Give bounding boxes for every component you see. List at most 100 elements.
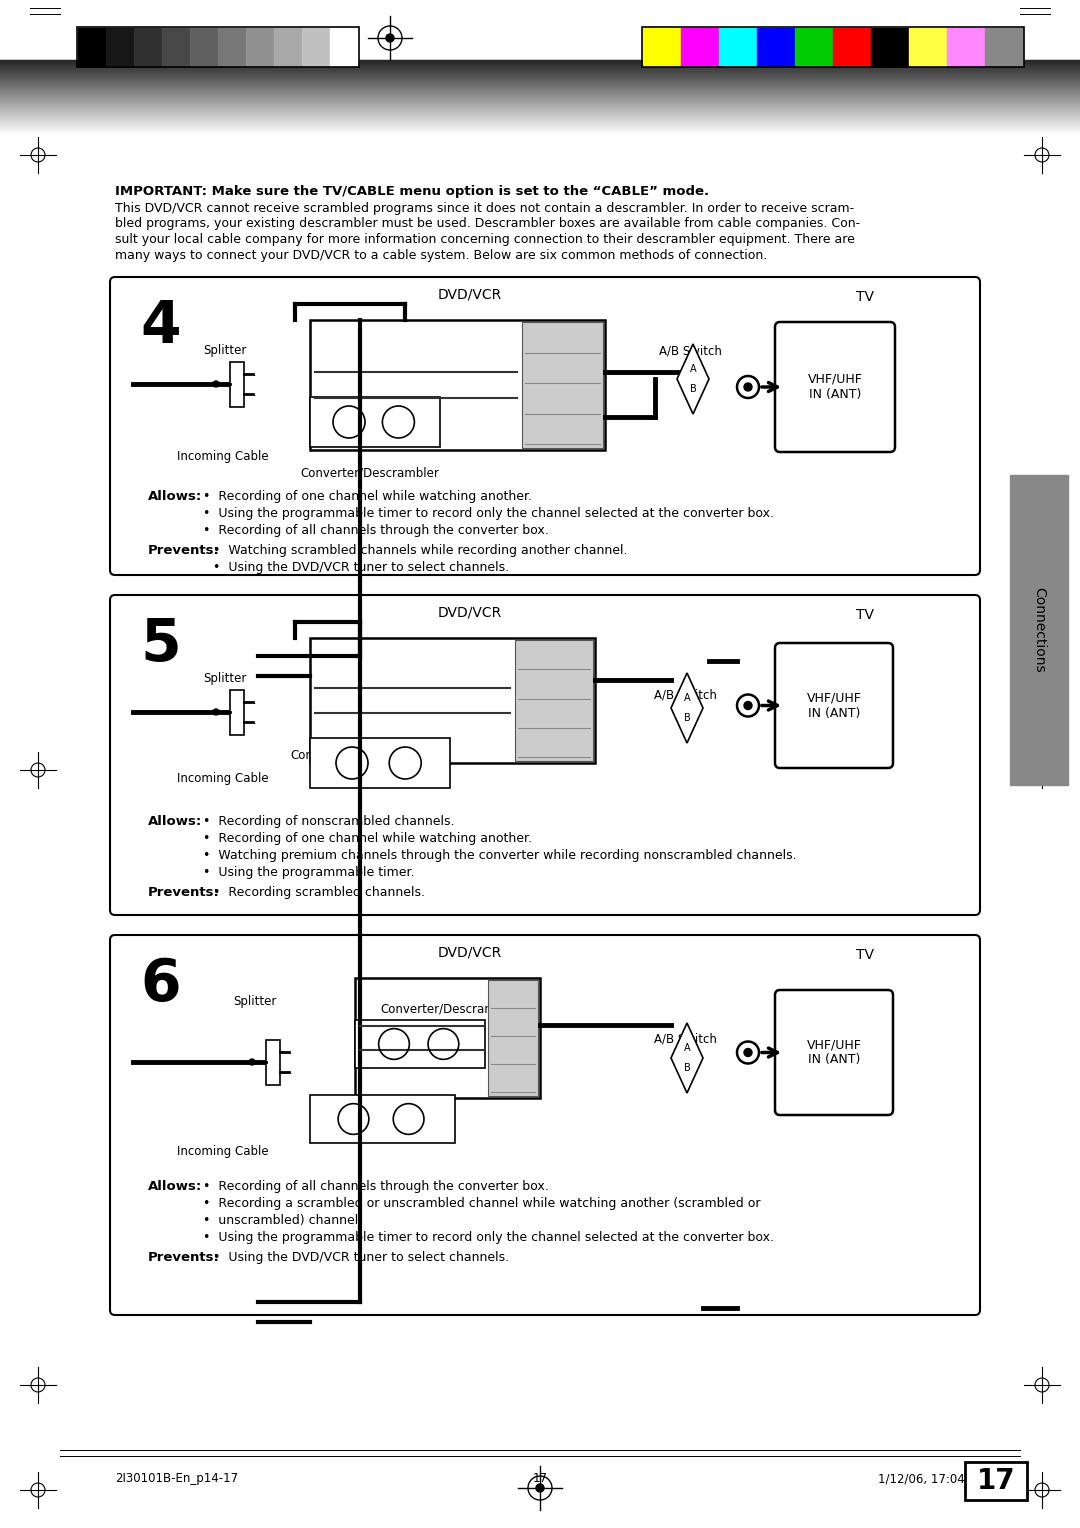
Text: 4: 4 xyxy=(140,298,180,354)
Bar xyxy=(246,28,274,66)
Bar xyxy=(795,28,833,66)
Text: 6: 6 xyxy=(140,957,180,1013)
FancyBboxPatch shape xyxy=(110,935,980,1316)
Text: Converter/Descrambler: Converter/Descrambler xyxy=(365,1008,504,1021)
Text: B: B xyxy=(684,1063,690,1073)
Circle shape xyxy=(386,34,394,41)
Text: Incoming Cable: Incoming Cable xyxy=(177,772,269,785)
Text: Splitter: Splitter xyxy=(203,672,246,685)
Text: Splitter: Splitter xyxy=(203,344,246,358)
Bar xyxy=(719,28,757,66)
Text: 1/12/06, 17:04: 1/12/06, 17:04 xyxy=(878,1471,966,1485)
Text: •  Recording of nonscrambled channels.: • Recording of nonscrambled channels. xyxy=(203,814,455,828)
Bar xyxy=(78,28,106,66)
FancyBboxPatch shape xyxy=(775,643,893,769)
Text: Incoming Cable: Incoming Cable xyxy=(177,1144,269,1158)
Circle shape xyxy=(536,1484,544,1491)
Circle shape xyxy=(744,384,752,391)
Text: A/B Switch: A/B Switch xyxy=(653,688,716,701)
Circle shape xyxy=(249,1059,255,1065)
Text: B: B xyxy=(690,384,697,394)
Text: VHF/UHF
IN (ANT): VHF/UHF IN (ANT) xyxy=(807,692,862,720)
Text: •  Watching scrambled channels while recording another channel.: • Watching scrambled channels while reco… xyxy=(213,544,627,558)
Text: •  Watching premium channels through the converter while recording nonscrambled : • Watching premium channels through the … xyxy=(203,850,797,862)
Text: Allows:: Allows: xyxy=(148,814,202,828)
Text: Converter/Descrambler: Converter/Descrambler xyxy=(291,749,430,761)
Text: many ways to connect your DVD/VCR to a cable system. Below are six common method: many ways to connect your DVD/VCR to a c… xyxy=(114,249,767,261)
Text: This DVD/VCR cannot receive scrambled programs since it does not contain a descr: This DVD/VCR cannot receive scrambled pr… xyxy=(114,202,854,215)
Bar xyxy=(77,28,359,67)
Text: 17: 17 xyxy=(532,1471,548,1485)
Bar xyxy=(488,979,538,1096)
Text: •  Recording a scrambled or unscrambled channel while watching another (scramble: • Recording a scrambled or unscrambled c… xyxy=(203,1196,760,1210)
Bar xyxy=(833,28,870,66)
Text: 5: 5 xyxy=(140,616,180,672)
Text: Converter/Descrambler: Converter/Descrambler xyxy=(300,468,440,480)
Text: DVD/VCR: DVD/VCR xyxy=(437,944,502,960)
Bar xyxy=(266,1041,280,1085)
Circle shape xyxy=(213,709,219,715)
Text: Prevents:: Prevents: xyxy=(148,1251,220,1264)
Bar xyxy=(230,691,244,735)
Bar xyxy=(274,28,302,66)
Bar xyxy=(870,28,909,66)
Text: 17: 17 xyxy=(976,1467,1015,1494)
Circle shape xyxy=(256,700,260,704)
Polygon shape xyxy=(671,1024,703,1093)
Circle shape xyxy=(744,1048,752,1056)
Bar xyxy=(643,28,681,66)
Bar xyxy=(642,28,1024,67)
Text: Incoming Cable: Incoming Cable xyxy=(177,451,269,463)
Circle shape xyxy=(256,720,260,724)
Text: TV: TV xyxy=(856,608,874,622)
Text: •  unscrambled) channel.: • unscrambled) channel. xyxy=(203,1215,362,1227)
FancyBboxPatch shape xyxy=(775,322,895,452)
Text: 2I30101B-En_p14-17: 2I30101B-En_p14-17 xyxy=(114,1471,238,1485)
Text: Prevents:: Prevents: xyxy=(148,544,220,558)
Text: •  Using the DVD/VCR tuner to select channels.: • Using the DVD/VCR tuner to select chan… xyxy=(213,1251,509,1264)
Bar xyxy=(310,738,450,788)
Text: sult your local cable company for more information concerning connection to thei: sult your local cable company for more i… xyxy=(114,232,855,246)
Bar xyxy=(985,28,1023,66)
Text: •  Recording of all channels through the converter box.: • Recording of all channels through the … xyxy=(203,524,549,536)
Bar xyxy=(106,28,134,66)
Bar xyxy=(523,322,603,448)
Bar xyxy=(162,28,190,66)
Text: Allows:: Allows: xyxy=(148,490,202,503)
Bar xyxy=(757,28,795,66)
Bar xyxy=(310,639,595,762)
Text: •  Recording scrambled channels.: • Recording scrambled channels. xyxy=(213,886,426,898)
Circle shape xyxy=(292,1050,297,1054)
Text: TV: TV xyxy=(856,947,874,963)
Bar xyxy=(310,319,605,451)
FancyBboxPatch shape xyxy=(775,990,893,1115)
Text: •  Recording of one channel while watching another.: • Recording of one channel while watchin… xyxy=(203,490,532,503)
Text: TV: TV xyxy=(856,290,874,304)
FancyBboxPatch shape xyxy=(110,594,980,915)
Text: VHF/UHF
IN (ANT): VHF/UHF IN (ANT) xyxy=(808,373,863,400)
Bar xyxy=(515,640,593,761)
Text: DVD/VCR: DVD/VCR xyxy=(437,287,502,301)
Text: •  Using the programmable timer.: • Using the programmable timer. xyxy=(203,866,415,879)
Bar xyxy=(302,28,330,66)
Circle shape xyxy=(292,1070,297,1074)
Circle shape xyxy=(744,701,752,709)
Text: Allows:: Allows: xyxy=(148,1180,202,1193)
Text: A/B Switch: A/B Switch xyxy=(659,344,721,358)
Bar xyxy=(190,28,218,66)
Text: B: B xyxy=(684,714,690,723)
Text: •  Using the DVD/VCR tuner to select channels.: • Using the DVD/VCR tuner to select chan… xyxy=(213,561,509,575)
Bar xyxy=(355,978,540,1099)
Text: Splitter: Splitter xyxy=(233,995,276,1008)
Bar xyxy=(230,362,244,406)
Bar xyxy=(218,28,246,66)
Text: Converter/Descrambler: Converter/Descrambler xyxy=(380,1002,519,1015)
Circle shape xyxy=(213,380,219,387)
Text: A/B Switch: A/B Switch xyxy=(653,1031,716,1045)
Circle shape xyxy=(256,371,260,376)
Text: Prevents:: Prevents: xyxy=(148,886,220,898)
Bar xyxy=(134,28,162,66)
Circle shape xyxy=(256,391,260,396)
Bar xyxy=(310,1096,455,1143)
Bar xyxy=(355,1021,485,1068)
